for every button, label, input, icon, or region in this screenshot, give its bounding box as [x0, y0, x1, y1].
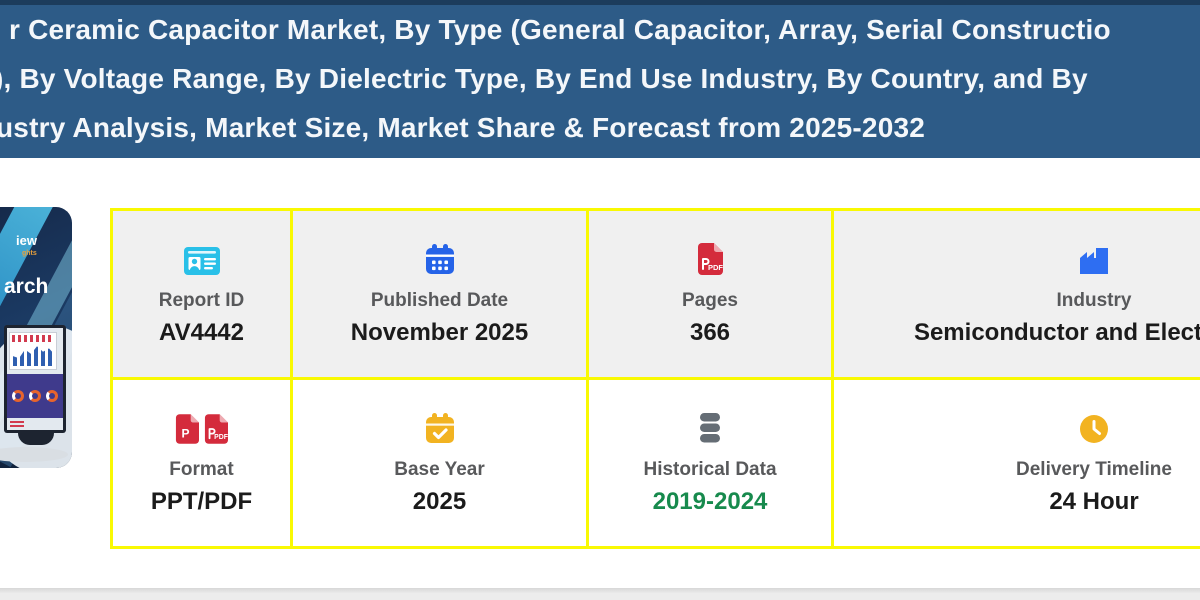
- report-title-line-1: r Ceramic Capacitor Market, By Type (Gen…: [9, 14, 1111, 45]
- meta-cell-published-date: Published Date November 2025: [293, 211, 586, 377]
- meta-value: Semiconductor and Electronics: [913, 319, 1200, 346]
- cover-chart-card: [9, 332, 57, 370]
- meta-value: 366: [689, 319, 731, 346]
- meta-value: 2019-2024: [652, 488, 768, 515]
- meta-cell-pages: PDF Pages 366: [589, 211, 831, 377]
- meta-label: Base Year: [394, 459, 485, 480]
- calendar-icon: [425, 241, 455, 275]
- cover-donut-panel: [7, 374, 63, 418]
- cover-text-fragment: arch: [4, 275, 49, 298]
- meta-cell-format: P PDF Format PPT/PDF: [113, 380, 290, 546]
- meta-label: Industry: [1056, 290, 1132, 311]
- meta-label: Published Date: [370, 290, 509, 311]
- svg-text:PDF: PDF: [708, 263, 723, 272]
- meta-value: AV4442: [159, 319, 244, 346]
- banner-top-strip: [0, 0, 1200, 5]
- meta-label: Format: [169, 459, 234, 480]
- cover-monitor-base: [0, 447, 68, 462]
- bottom-divider-bar: [0, 588, 1200, 600]
- report-meta-table: Report ID AV4442 Published Date Novem: [110, 208, 1200, 549]
- meta-cell-industry: Industry Semiconductor and Electronics: [834, 211, 1200, 377]
- id-card-icon: [183, 241, 220, 275]
- clock-icon: [1079, 410, 1109, 444]
- donut-chart-icon: [11, 390, 24, 402]
- meta-cell-delivery-timeline: Delivery Timeline 24 Hour: [834, 380, 1200, 546]
- calendar-check-icon: [425, 410, 455, 444]
- meta-value: 2025: [412, 488, 467, 515]
- database-icon: [697, 410, 723, 444]
- report-title-banner: r Ceramic Capacitor Market, By Type (Gen…: [0, 0, 1200, 158]
- donut-chart-icon: [46, 390, 59, 402]
- meta-value: 24 Hour: [1049, 488, 1139, 515]
- report-cover-thumbnail[interactable]: iew ghts arch: [0, 207, 72, 468]
- svg-text:P: P: [181, 426, 189, 440]
- ppt-file-icon: P: [175, 414, 199, 444]
- meta-label: Pages: [682, 290, 738, 311]
- factory-icon: [1078, 241, 1110, 275]
- report-title-line-3: ustry Analysis, Market Size, Market Shar…: [0, 112, 926, 143]
- report-title-line-2: ), By Voltage Range, By Dielectric Type,…: [0, 63, 1088, 94]
- pdf-file-icon: PDF: [204, 414, 228, 444]
- cover-monitor-stand: [18, 433, 54, 445]
- meta-label: Report ID: [158, 290, 245, 311]
- meta-cell-historical-data: Historical Data 2019-2024: [589, 380, 831, 546]
- donut-chart-icon: [28, 390, 41, 402]
- meta-label: Delivery Timeline: [1016, 459, 1172, 480]
- cover-red-marks: [10, 421, 24, 429]
- meta-value: PPT/PDF: [150, 488, 253, 515]
- cover-text-fragment: iew: [16, 233, 37, 248]
- cover-text-fragment: ghts: [22, 250, 37, 257]
- meta-label: Historical Data: [643, 459, 777, 480]
- meta-cell-report-id: Report ID AV4442: [113, 211, 290, 377]
- pdf-file-icon: PDF: [697, 241, 723, 275]
- meta-value: November 2025: [350, 319, 529, 346]
- svg-text:PDF: PDF: [214, 434, 228, 441]
- ppt-pdf-file-icons: P PDF: [175, 410, 228, 444]
- meta-cell-base-year: Base Year 2025: [293, 380, 586, 546]
